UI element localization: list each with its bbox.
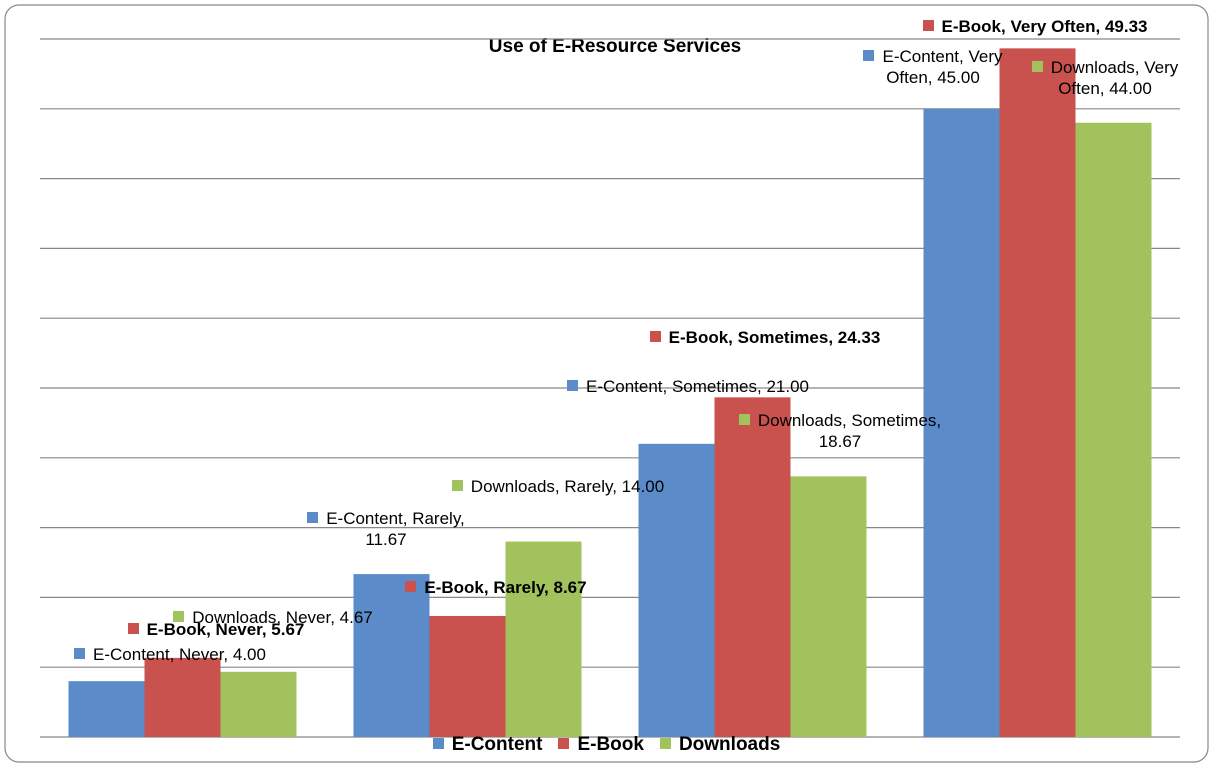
- bar: [999, 48, 1076, 737]
- label-key: [922, 20, 934, 31]
- bar: [790, 476, 867, 737]
- bar: [1075, 122, 1152, 737]
- label-key: [863, 50, 875, 61]
- legend-key: [432, 738, 444, 749]
- data-label: Downloads, Sometimes, 18.67: [730, 410, 950, 452]
- data-label-text: E-Content, Rarely, 11.67: [326, 509, 465, 549]
- bar: [923, 108, 1000, 738]
- bar: [429, 615, 506, 737]
- label-key: [127, 623, 139, 634]
- data-label: E-Book, Sometimes, 24.33: [630, 327, 900, 348]
- data-label: E-Content, Rarely, 11.67: [296, 508, 476, 550]
- label-key: [566, 380, 578, 391]
- legend-key: [659, 738, 671, 749]
- data-label: E-Content, Never, 4.00: [20, 644, 320, 665]
- label-key: [173, 611, 185, 622]
- legend-key: [558, 738, 570, 749]
- data-label-text: E-Content, Never, 4.00: [93, 645, 266, 664]
- legend-label: E-Book: [577, 734, 644, 755]
- legend-label: Downloads: [678, 734, 781, 755]
- data-label: E-Content, Sometimes, 21.00: [553, 376, 823, 397]
- bar: [505, 541, 582, 737]
- legend-label: E-Content: [451, 734, 543, 755]
- bar: [144, 657, 221, 737]
- label-key: [1031, 61, 1043, 72]
- label-key: [649, 331, 661, 342]
- data-label: E-Book, Very Often, 49.33: [915, 16, 1155, 37]
- bar: [638, 443, 715, 737]
- label-key: [738, 414, 750, 425]
- bar: [714, 397, 791, 737]
- data-label-text: E-Book, Very Often, 49.33: [941, 17, 1148, 36]
- data-label-text: E-Content, Very Often, 45.00: [882, 47, 1003, 87]
- label-key: [74, 648, 86, 659]
- chart-border: [4, 4, 1209, 763]
- data-label-text: E-Content, Sometimes, 21.00: [585, 377, 809, 396]
- data-label-text: E-Book, Sometimes, 24.33: [668, 328, 881, 347]
- data-label: E-Book, Rarely, 8.67: [346, 577, 646, 598]
- label-key: [451, 480, 463, 491]
- data-label-text: Downloads, Sometimes, 18.67: [757, 411, 942, 451]
- legend: E-Content E-Book Downloads: [0, 734, 1213, 756]
- chart-title: Use of E-Resource Services: [489, 36, 741, 57]
- bar: [353, 574, 430, 737]
- data-label-text: E-Book, Rarely, 8.67: [424, 578, 587, 597]
- data-label: E-Content, Very Often, 45.00: [838, 46, 1028, 88]
- data-label: Downloads, Rarely, 14.00: [438, 476, 678, 497]
- data-label-text: Downloads, Very Often, 44.00: [1050, 58, 1179, 98]
- data-label: Downloads, Never, 4.67: [158, 607, 388, 628]
- label-key: [405, 581, 417, 592]
- bar: [68, 681, 145, 737]
- data-label: Downloads, Very Often, 44.00: [1015, 57, 1195, 99]
- data-label: E-Book, Never, 5.67: [66, 619, 366, 640]
- data-label-text: Downloads, Never, 4.67: [192, 608, 373, 627]
- bar: [220, 671, 297, 737]
- label-key: [307, 512, 319, 523]
- data-label-text: E-Book, Never, 5.67: [146, 620, 305, 639]
- data-label-text: Downloads, Rarely, 14.00: [470, 477, 665, 496]
